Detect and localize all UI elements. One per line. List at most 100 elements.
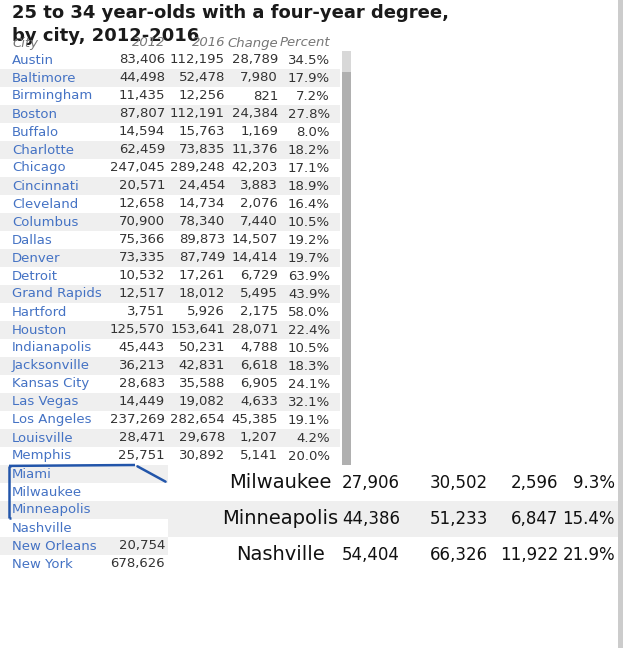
Text: 27.8%: 27.8% [288, 108, 330, 121]
Text: 36,213: 36,213 [118, 360, 165, 373]
Text: 5,141: 5,141 [240, 450, 278, 463]
Text: Nashville: Nashville [12, 522, 73, 535]
Bar [0, 429, 340, 447]
Text: 112,191: 112,191 [170, 108, 225, 121]
Bar [0, 285, 340, 303]
Text: 5,495: 5,495 [240, 288, 278, 301]
Text: 153,641: 153,641 [170, 323, 225, 336]
Bar [0, 159, 340, 177]
Bar [0, 357, 340, 375]
Text: Jacksonville: Jacksonville [12, 360, 90, 373]
Text: 20.0%: 20.0% [288, 450, 330, 463]
Text: 35,588: 35,588 [179, 378, 225, 391]
Bar [0, 231, 340, 249]
Text: 762,618: 762,618 [170, 557, 225, 570]
Text: 75,366: 75,366 [118, 233, 165, 246]
Text: 18.9%: 18.9% [288, 179, 330, 192]
Bar [0, 177, 340, 195]
Text: 50,231: 50,231 [179, 341, 225, 354]
Bar [0, 555, 340, 573]
Text: 52,478: 52,478 [179, 71, 225, 84]
Text: 19,082: 19,082 [179, 395, 225, 408]
Text: Birmingham: Birmingham [12, 89, 93, 102]
Text: Cleveland: Cleveland [12, 198, 78, 211]
Text: 8.0%: 8.0% [297, 126, 330, 139]
Text: Houston: Houston [12, 323, 67, 336]
Text: 34.5%: 34.5% [288, 54, 330, 67]
Text: 4,788: 4,788 [240, 341, 278, 354]
Text: 1,169: 1,169 [240, 126, 278, 139]
Text: 15.4%: 15.4% [563, 510, 615, 528]
Text: 2,175: 2,175 [240, 305, 278, 319]
Text: 282,654: 282,654 [170, 413, 225, 426]
Text: 12,658: 12,658 [118, 198, 165, 211]
Text: 19.1%: 19.1% [288, 413, 330, 426]
Text: 2012: 2012 [131, 36, 165, 49]
Text: 17,261: 17,261 [179, 270, 225, 283]
Text: 17.1%: 17.1% [288, 161, 330, 174]
Text: 83,406: 83,406 [119, 54, 165, 67]
Text: 2016: 2016 [191, 36, 225, 49]
Text: Louisville: Louisville [12, 432, 74, 445]
Text: 25,751: 25,751 [118, 450, 165, 463]
Text: 18,012: 18,012 [179, 288, 225, 301]
Text: 17.9%: 17.9% [288, 71, 330, 84]
Text: 4,633: 4,633 [240, 395, 278, 408]
Text: 18.2%: 18.2% [288, 143, 330, 157]
Text: 30,892: 30,892 [179, 450, 225, 463]
Text: 27,906: 27,906 [342, 474, 400, 492]
Text: 7,440: 7,440 [240, 216, 278, 229]
Bar [0, 411, 340, 429]
Text: 237,269: 237,269 [110, 413, 165, 426]
Bar [168, 465, 618, 501]
Text: Boston: Boston [12, 108, 58, 121]
Text: 678,626: 678,626 [110, 557, 165, 570]
Bar [0, 483, 340, 501]
Text: Baltimore: Baltimore [12, 71, 77, 84]
Bar [0, 51, 340, 69]
Bar [0, 339, 340, 357]
Text: Change: Change [227, 36, 278, 49]
Text: 3,460: 3,460 [240, 540, 278, 553]
Text: 21.9%: 21.9% [563, 546, 615, 564]
Text: 28,683: 28,683 [119, 378, 165, 391]
Text: 3,751: 3,751 [127, 305, 165, 319]
Text: 20,754: 20,754 [118, 540, 165, 553]
Text: 14,507: 14,507 [232, 233, 278, 246]
Bar [0, 141, 340, 159]
Bar [168, 501, 618, 537]
Text: Dallas: Dallas [12, 233, 53, 246]
Text: 42,203: 42,203 [232, 161, 278, 174]
Text: 19.2%: 19.2% [288, 233, 330, 246]
Text: 6,729: 6,729 [240, 270, 278, 283]
Text: 28,471: 28,471 [118, 432, 165, 445]
Text: 24,214: 24,214 [179, 540, 225, 553]
Text: 73,835: 73,835 [179, 143, 225, 157]
Text: Memphis: Memphis [12, 450, 72, 463]
Text: Grand Rapids: Grand Rapids [12, 288, 102, 301]
Text: 29,678: 29,678 [179, 432, 225, 445]
Text: Minneapolis: Minneapolis [12, 503, 92, 516]
Text: 10.5%: 10.5% [288, 216, 330, 229]
Text: 42,831: 42,831 [179, 360, 225, 373]
Text: 7,980: 7,980 [240, 71, 278, 84]
Text: Las Vegas: Las Vegas [12, 395, 78, 408]
Text: 1,207: 1,207 [240, 432, 278, 445]
Text: 78,340: 78,340 [179, 216, 225, 229]
Text: 63.9%: 63.9% [288, 270, 330, 283]
Text: Hartford: Hartford [12, 305, 67, 319]
Text: 289,248: 289,248 [170, 161, 225, 174]
Bar [0, 123, 340, 141]
Bar [342, 72, 351, 486]
Text: Detroit: Detroit [12, 270, 58, 283]
Text: 54,404: 54,404 [342, 546, 400, 564]
Text: 32.1%: 32.1% [288, 395, 330, 408]
Text: 20,571: 20,571 [118, 179, 165, 192]
Text: Nashville: Nashville [235, 546, 325, 564]
Bar [618, 0, 623, 648]
Text: Miami: Miami [12, 467, 52, 481]
Text: 25 to 34 year-olds with a four-year degree,
by city, 2012-2016: 25 to 34 year-olds with a four-year degr… [12, 4, 449, 45]
Text: 62,459: 62,459 [119, 143, 165, 157]
Text: 14,594: 14,594 [119, 126, 165, 139]
Text: 87,807: 87,807 [119, 108, 165, 121]
